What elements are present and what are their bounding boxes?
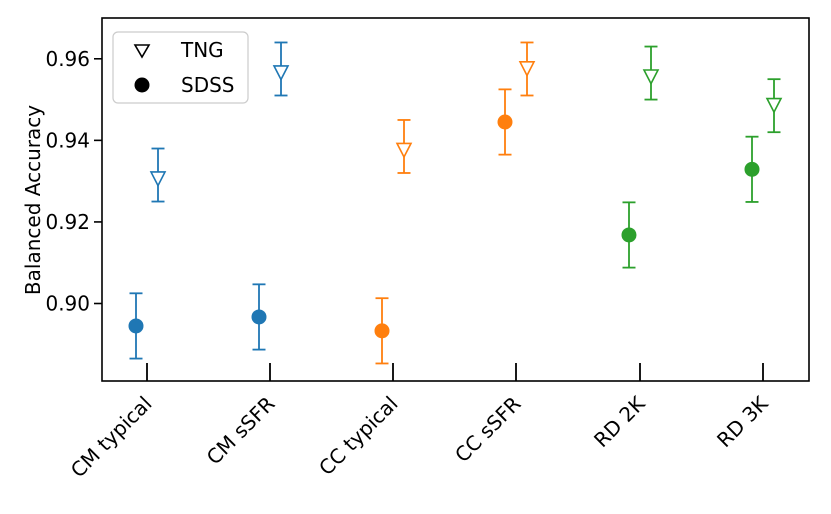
- y-tick-label-1: 0.92: [45, 210, 90, 234]
- y-tick-label-2: 0.94: [45, 128, 90, 152]
- marker-sdss-4: [621, 227, 637, 243]
- point-sdss-1: [251, 283, 267, 351]
- chart-marks: [128, 41, 783, 365]
- legend-entry-sdss: SDSS: [134, 73, 235, 97]
- y-axis-label: Balanced Accuracy: [21, 105, 45, 295]
- y-tick-label-0: 0.90: [45, 292, 90, 316]
- point-sdss-0: [128, 292, 144, 360]
- point-tng-2: [395, 119, 413, 174]
- marker-tng-3: [518, 61, 536, 78]
- marker-sdss-1: [251, 309, 267, 325]
- point-tng-0: [149, 147, 167, 203]
- x-tick-label-5: RD 3K: [712, 391, 773, 452]
- x-tick-label-1: CM sSFR: [202, 391, 280, 469]
- point-tng-5: [765, 78, 783, 134]
- point-sdss-3: [497, 88, 513, 156]
- point-sdss-5: [744, 135, 760, 203]
- marker-sdss-3: [497, 114, 513, 130]
- x-tick-label-4: RD 2K: [589, 391, 650, 452]
- legend-label-tng: TNG: [180, 38, 224, 62]
- point-tng-3: [518, 41, 536, 97]
- point-tng-4: [642, 45, 660, 101]
- x-tick-label-3: CC sSFR: [450, 391, 526, 467]
- legend-label-sdss: SDSS: [181, 73, 235, 97]
- legend-marker-sdss: [134, 77, 150, 93]
- marker-sdss-5: [744, 161, 760, 177]
- y-tick-label-3: 0.96: [45, 47, 90, 71]
- point-sdss-2: [374, 297, 390, 365]
- legend: TNG SDSS: [112, 31, 249, 104]
- plot-frame: [101, 17, 810, 382]
- legend-marker-tng: [133, 44, 151, 59]
- marker-tng-2: [395, 142, 413, 159]
- marker-sdss-2: [374, 323, 390, 339]
- marker-tng-0: [149, 171, 167, 188]
- marker-tng-1: [272, 65, 290, 82]
- marker-tng-4: [642, 69, 660, 86]
- x-tick-label-2: CC typical: [314, 392, 402, 480]
- point-tng-1: [272, 41, 290, 97]
- x-tick-label-0: CM typical: [66, 392, 157, 483]
- y-axis: 0.90 0.92 0.94 0.96: [45, 47, 102, 316]
- point-sdss-4: [621, 201, 637, 269]
- legend-entry-tng: TNG: [133, 38, 224, 62]
- marker-tng-5: [765, 97, 783, 114]
- marker-sdss-0: [128, 318, 144, 334]
